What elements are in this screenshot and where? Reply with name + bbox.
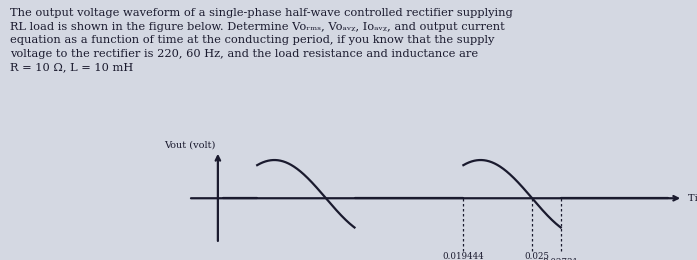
Text: 0.025: 0.025 xyxy=(525,252,549,260)
Text: Time (sec): Time (sec) xyxy=(688,194,697,203)
Text: The output voltage waveform of a single-phase half-wave controlled rectifier sup: The output voltage waveform of a single-… xyxy=(10,8,513,73)
Text: Vout (volt): Vout (volt) xyxy=(164,140,215,149)
Text: 0.02731: 0.02731 xyxy=(543,258,579,260)
Text: 0.019444: 0.019444 xyxy=(443,252,484,260)
